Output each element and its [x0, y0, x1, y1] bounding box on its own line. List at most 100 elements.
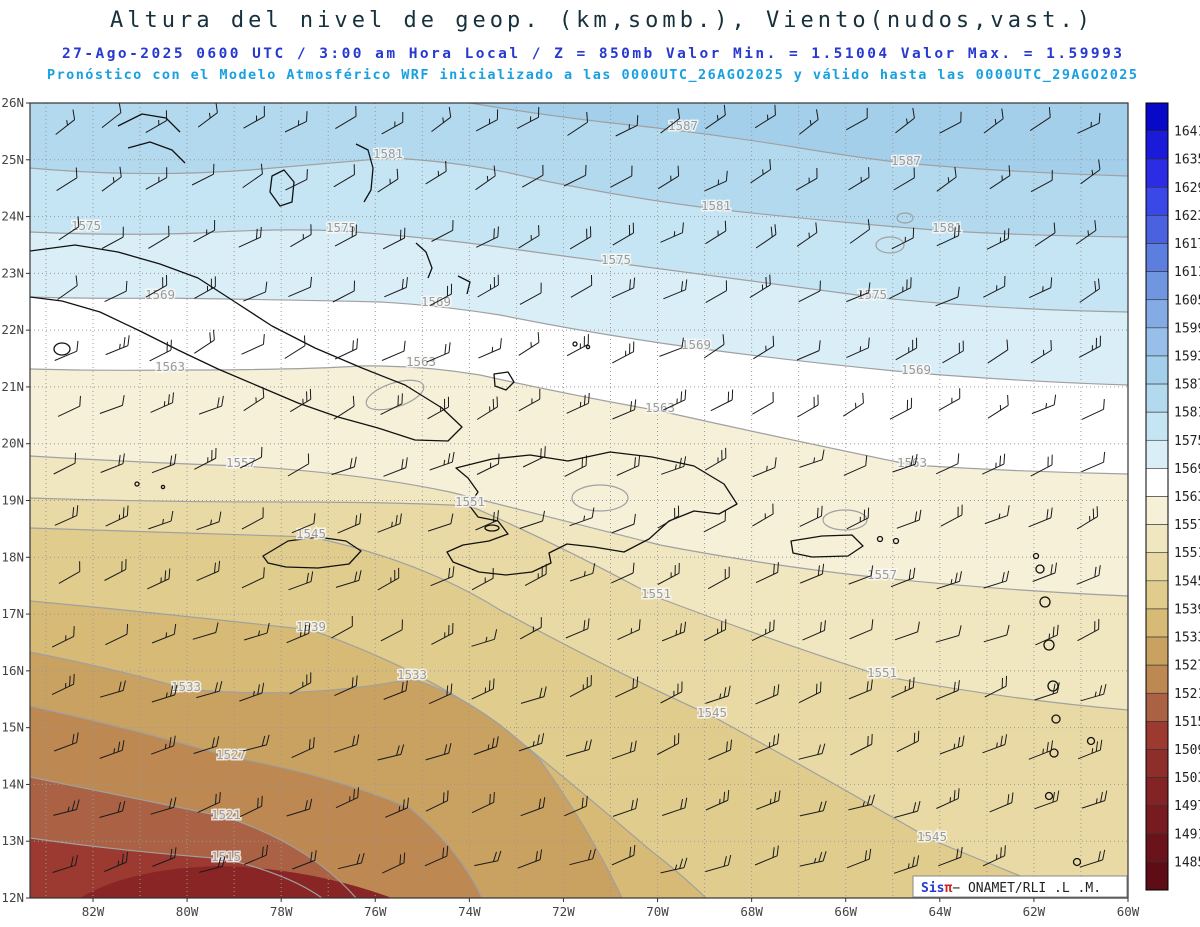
barb-shaft: [191, 173, 214, 186]
barb-tick: [633, 277, 636, 288]
barb-tick: [444, 344, 447, 355]
barb-tick: [448, 743, 452, 754]
barb-tick: [774, 457, 777, 468]
wind-barb: [850, 733, 873, 756]
barb-tick: [1098, 619, 1100, 630]
barb-shaft: [332, 290, 355, 303]
wind-barb: [427, 513, 454, 532]
wind-barb: [519, 282, 542, 305]
barb-tick: [497, 850, 502, 861]
wind-barb: [751, 619, 775, 642]
contour-value-label: 1539: [296, 619, 326, 634]
wind-barb: [427, 396, 450, 420]
barb-half-tick: [1094, 691, 1097, 697]
wind-barb: [53, 799, 80, 816]
barb-tick: [306, 169, 308, 180]
virgin-island: [892, 537, 900, 545]
barb-tick: [401, 458, 404, 470]
barb-tick: [587, 618, 590, 629]
wind-barb: [889, 277, 912, 300]
barb-shaft: [284, 120, 307, 133]
barb-shaft: [1029, 116, 1051, 132]
wind-barb: [241, 507, 264, 530]
colorbar-cell: [1145, 439, 1169, 469]
barb-half-tick: [813, 457, 816, 463]
wind-barb: [984, 675, 1008, 698]
barb-tick: [1053, 222, 1056, 233]
barb-tick: [862, 392, 864, 404]
barb-tick: [443, 744, 448, 755]
barb-shaft: [51, 636, 74, 648]
barb-tick: [867, 507, 870, 518]
st-lucia-island: [1051, 714, 1061, 724]
barb-tick: [1007, 394, 1009, 406]
barb-tick: [960, 847, 963, 858]
barb-tick: [864, 850, 868, 861]
barb-tick: [216, 736, 220, 747]
wind-barb: [145, 110, 168, 134]
barb-tick: [170, 686, 174, 697]
barb-tick: [1098, 112, 1101, 124]
lat-tick-label: 12N: [1, 890, 24, 905]
barb-shaft: [518, 341, 540, 356]
barb-half-tick: [717, 230, 719, 236]
barb-tick: [636, 676, 639, 687]
barb-tick: [266, 734, 270, 745]
barb-tick: [592, 563, 596, 574]
colorbar-level-label: 1635: [1174, 153, 1200, 168]
colorbar-cell: [1145, 636, 1169, 666]
wind-barb: [425, 790, 449, 812]
jamaica-coastline: [262, 536, 362, 569]
wind-barb: [337, 852, 365, 870]
barb-tick: [538, 225, 540, 236]
barb-half-tick: [999, 404, 1002, 411]
barb-half-tick: [302, 233, 304, 240]
barb-shaft: [752, 401, 774, 415]
barb-tick: [959, 571, 962, 582]
barb-tick: [169, 455, 173, 466]
barb-tick: [75, 275, 78, 286]
barb-half-tick: [160, 577, 162, 583]
wind-barb: [477, 274, 499, 298]
barb-tick: [870, 565, 874, 576]
colorbar-cell: [1145, 187, 1169, 216]
barb-half-tick: [953, 743, 956, 749]
barb-shaft: [57, 285, 78, 300]
cayman-island: [160, 484, 166, 490]
barb-tick: [677, 108, 681, 119]
barb-tick: [906, 279, 908, 290]
barb-tick: [1008, 165, 1011, 176]
wind-barb: [333, 164, 355, 188]
wind-barb: [151, 684, 178, 703]
contour-value-label: 1557: [226, 455, 256, 470]
barb-tick: [399, 229, 402, 241]
lon-tick-label: 68W: [740, 904, 763, 919]
barb-tick: [776, 845, 779, 856]
barb-tick: [73, 626, 75, 637]
wind-barb: [524, 563, 547, 587]
barb-tick: [820, 505, 823, 517]
wind-barb: [753, 335, 775, 360]
barb-tick: [679, 623, 682, 634]
barb-tick: [871, 733, 873, 745]
barb-tick: [310, 672, 312, 683]
barb-tick: [1054, 562, 1058, 573]
contour-lines: [30, 103, 1128, 898]
barb-shaft: [56, 177, 78, 192]
wind-barb: [196, 681, 223, 699]
barb-shaft: [284, 345, 306, 359]
barb-half-tick: [907, 863, 910, 869]
barb-tick: [957, 506, 959, 518]
barb-tick: [818, 851, 823, 863]
barb-tick: [1007, 228, 1010, 239]
barb-tick: [819, 280, 821, 291]
barb-tick: [821, 563, 825, 575]
barb-half-tick: [902, 286, 904, 292]
barb-half-tick: [579, 343, 581, 349]
colorbar-cell: [1145, 411, 1169, 441]
barb-tick: [444, 398, 446, 410]
barb-tick: [778, 790, 781, 801]
barb-tick: [496, 396, 498, 407]
wind-barb: [1034, 222, 1056, 247]
barb-tick: [399, 854, 402, 865]
